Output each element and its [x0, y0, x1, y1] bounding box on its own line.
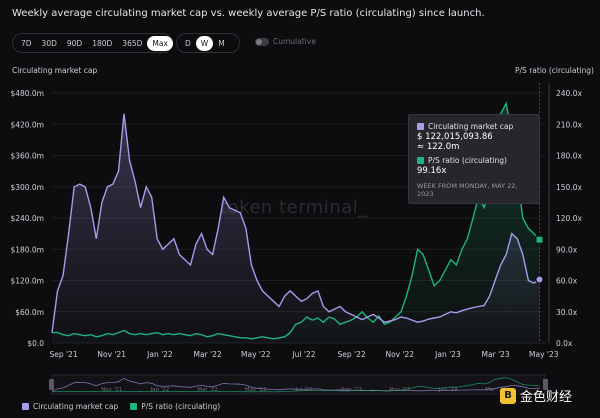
right-tick-label: 120.0x — [556, 214, 582, 223]
chart-title: Weekly average circulating market cap vs… — [12, 8, 485, 19]
legend-label-market-cap: Circulating market cap — [33, 402, 119, 411]
navigator-tick-label: Nov '22 — [389, 387, 410, 393]
navigator-market-cap-line — [51, 377, 540, 392]
navigator-left-handle[interactable] — [49, 379, 54, 390]
market-cap-marker — [535, 275, 544, 284]
left-tick-label: $480.0m — [10, 89, 44, 98]
granularity-button-weekly[interactable]: W — [195, 35, 214, 51]
tooltip-footer: WEEK FROM MONDAY, MAY 22, 2023 — [417, 182, 518, 198]
right-tick-label: 210.0x — [556, 120, 582, 129]
granularity-button-daily[interactable]: D — [185, 38, 191, 48]
left-axis-title: Circulating market cap — [12, 66, 98, 75]
left-tick-label: $180.0m — [10, 245, 44, 254]
legend-label-ps-ratio: P/S ratio (circulating) — [141, 402, 221, 411]
ps-ratio-swatch — [417, 157, 424, 164]
cumulative-toggle[interactable] — [255, 38, 269, 46]
ps-ratio-marker — [535, 235, 544, 244]
left-tick-label: $60.0m — [15, 308, 44, 317]
right-tick-label: 240.0x — [556, 89, 582, 98]
tooltip-series1-value: $ 122,015,093.86 — [417, 132, 493, 142]
x-tick-label: Nov '22 — [385, 350, 414, 359]
granularity-button-monthly[interactable]: M — [218, 38, 225, 48]
range-button-30d[interactable]: 30D — [41, 38, 57, 48]
market-cap-swatch — [417, 123, 424, 130]
navigator-ps-ratio-line — [52, 377, 540, 393]
x-tick-label: Jan '22 — [146, 350, 173, 359]
chart-legend: Circulating market cap P/S ratio (circul… — [22, 402, 220, 411]
range-button-90d[interactable]: 90D — [66, 38, 83, 48]
navigator-tick-label: Jan '23 — [438, 387, 458, 393]
navigator-tick-label: Jul '22 — [294, 387, 312, 393]
navigator-tick-label: Jan '22 — [150, 387, 170, 393]
x-tick-label: May '23 — [529, 350, 559, 359]
brand-name: 金色财经 — [520, 390, 573, 405]
right-tick-label: 0.0x — [556, 339, 573, 348]
navigator-right-handle[interactable] — [543, 379, 548, 390]
ps-ratio-line — [52, 101, 541, 340]
left-tick-label: $120.0m — [10, 277, 44, 286]
right-tick-label: 90.0x — [556, 245, 578, 254]
range-button-max[interactable]: Max — [147, 35, 173, 51]
watermark-text: token terminal_ — [220, 197, 368, 218]
time-range-selector: 7D 30D 90D 180D 365D Max — [12, 33, 173, 53]
tooltip-series1-label: Circulating market cap — [428, 122, 514, 131]
range-button-365d[interactable]: 365D — [122, 38, 143, 48]
x-tick-label: Mar '23 — [482, 350, 510, 359]
left-tick-label: $360.0m — [10, 152, 44, 161]
legend-swatch-ps-ratio — [130, 403, 138, 410]
brand-logo-icon: B — [500, 387, 516, 404]
data-tooltip: Circulating market cap $ 122,015,093.86 … — [408, 114, 540, 204]
granularity-selector: D W M — [176, 33, 240, 53]
tooltip-series1-approx: ≈ 122.0m — [417, 142, 460, 152]
navigator-tick-label: Nov '21 — [101, 387, 122, 393]
legend-swatch-market-cap — [22, 403, 29, 410]
cumulative-label: Cumulative — [273, 37, 316, 46]
market-cap-area — [52, 113, 540, 343]
x-tick-label: Mar '22 — [193, 350, 221, 359]
x-tick-label: Jul '22 — [291, 350, 315, 359]
x-tick-label: May '22 — [241, 350, 271, 359]
ps-ratio-area — [52, 103, 540, 344]
range-button-7d[interactable]: 7D — [21, 38, 32, 48]
x-tick-label: Jan '23 — [434, 350, 461, 359]
market-cap-line — [51, 113, 540, 333]
tooltip-series2-value: 99.16x — [417, 166, 447, 176]
legend-item-ps-ratio[interactable]: P/S ratio (circulating) — [130, 402, 220, 411]
range-button-180d[interactable]: 180D — [92, 38, 113, 48]
brand-watermark: B 金色财经 — [500, 386, 572, 405]
x-tick-label: Nov '21 — [97, 350, 126, 359]
tooltip-series2-label: P/S ratio (circulating) — [428, 156, 507, 165]
left-tick-label: $300.0m — [10, 183, 44, 192]
right-tick-label: 30.0x — [556, 308, 578, 317]
left-tick-label: $240.0m — [10, 214, 44, 223]
left-tick-label: $0.0 — [27, 339, 44, 348]
right-tick-label: 150.0x — [556, 183, 582, 192]
x-tick-label: Sep '22 — [338, 350, 366, 359]
legend-item-market-cap[interactable]: Circulating market cap — [22, 402, 118, 411]
navigator-tick-label: May '22 — [245, 387, 267, 393]
left-tick-label: $420.0m — [10, 120, 44, 129]
navigator-tick-label: Mar '23 — [485, 387, 506, 393]
navigator-tick-label: Mar '22 — [197, 387, 218, 393]
right-tick-label: 180.0x — [556, 152, 582, 161]
right-tick-label: 60.0x — [556, 277, 578, 286]
x-tick-label: Sep '21 — [49, 350, 77, 359]
navigator-tick-label: Sep '22 — [341, 387, 362, 393]
right-axis-title: P/S ratio (circulating) — [515, 66, 594, 75]
